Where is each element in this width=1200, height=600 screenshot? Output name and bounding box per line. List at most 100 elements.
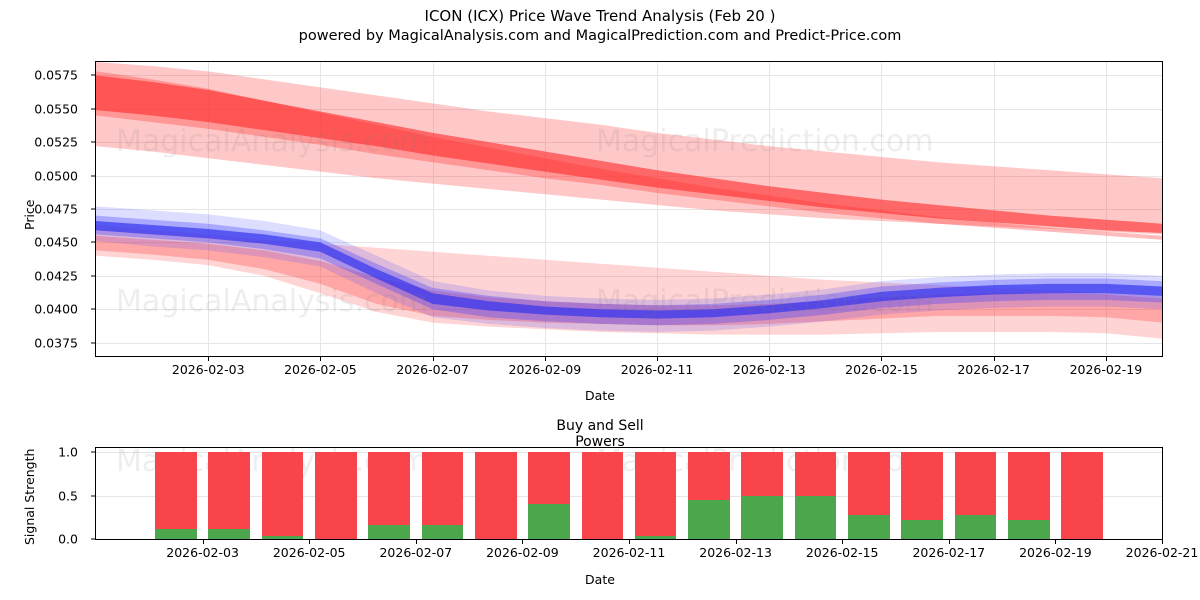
x-tick-label: 2026-02-05 — [272, 545, 346, 560]
y-tick-label: 0.0550 — [34, 101, 78, 117]
x-tick-label: 2026-02-13 — [699, 545, 772, 560]
buy-power-bar — [794, 495, 837, 539]
buy-power-bar — [741, 495, 784, 539]
gridline — [544, 62, 546, 356]
buy-sell-x-axis-title: Date — [585, 572, 615, 587]
sell-power-bar — [901, 452, 943, 520]
x-tick-label: 2026-02-15 — [805, 545, 879, 560]
x-tick-label: 2026-02-15 — [845, 362, 918, 377]
x-tick-label: 2026-02-19 — [1069, 362, 1143, 377]
x-tick-label: 2026-02-13 — [732, 362, 806, 377]
y-tick-label: 0.0 — [58, 531, 78, 547]
sell-power-bar — [368, 452, 410, 526]
x-tick-mark — [735, 540, 737, 544]
sell-power-bar — [261, 452, 304, 536]
sell-power-bar — [634, 452, 677, 536]
buy-power-bar — [208, 529, 251, 539]
y-tick-mark — [91, 342, 95, 344]
buy-power-bar — [954, 514, 997, 539]
x-tick-mark — [1162, 540, 1163, 544]
x-tick-mark — [202, 540, 204, 544]
buy-power-bar — [421, 525, 464, 539]
x-tick-mark — [522, 540, 524, 544]
sell-power-bar — [741, 452, 784, 496]
x-tick-mark — [629, 540, 630, 544]
buy-sell-y-axis-title: Signal Strength — [22, 448, 37, 545]
x-tick-mark — [320, 357, 322, 361]
x-tick-label: 2026-02-09 — [508, 362, 582, 377]
gridline — [96, 309, 1162, 311]
gridline — [96, 108, 1162, 110]
y-tick-mark — [91, 495, 95, 497]
wave-band-red-band-core — [96, 75, 1162, 234]
gridline — [96, 495, 1162, 497]
x-tick-mark — [881, 357, 883, 361]
y-tick-mark — [91, 275, 95, 277]
x-tick-mark — [415, 540, 417, 544]
x-tick-label: 2026-02-03 — [171, 362, 245, 377]
x-tick-label: 2026-02-05 — [284, 362, 357, 377]
buy-sell-title: Buy and Sell Powers — [556, 418, 644, 450]
gridline — [993, 62, 995, 356]
x-tick-mark — [1105, 357, 1107, 361]
gridline — [96, 275, 1162, 277]
price-wave-plot-area: MagicalAnalysis.com MagicalPrediction.com… — [95, 61, 1163, 357]
x-tick-label: 2026-02-09 — [486, 545, 559, 560]
wave-band-red-band-mid — [96, 71, 1162, 240]
sell-power-bar — [954, 452, 997, 515]
y-tick-mark — [91, 538, 95, 540]
x-tick-mark — [208, 357, 210, 361]
x-tick-mark — [544, 357, 546, 361]
sell-power-bar — [474, 452, 517, 539]
buy-power-bar — [261, 535, 304, 539]
sell-power-bar — [1007, 452, 1050, 520]
x-tick-label: 2026-02-11 — [592, 545, 666, 560]
gridline — [657, 62, 659, 356]
wave-band-red-band-outer — [96, 62, 1162, 235]
y-tick-label: 0.0575 — [34, 67, 78, 83]
x-tick-label: 2026-02-19 — [1019, 545, 1092, 560]
title-block: ICON (ICX) Price Wave Trend Analysis (Fe… — [0, 6, 1200, 47]
buy-power-bar — [901, 519, 943, 539]
sell-power-bar — [794, 452, 837, 496]
gridline — [96, 75, 1162, 77]
x-tick-mark — [769, 357, 771, 361]
wave-band-blue-band-outer — [96, 206, 1162, 332]
gridline — [432, 62, 434, 356]
buy-power-bar — [368, 525, 410, 539]
y-tick-mark — [91, 308, 95, 310]
buy-power-bar — [1007, 519, 1050, 539]
x-tick-mark — [948, 540, 950, 544]
gridline — [320, 62, 322, 356]
sell-power-bar — [208, 452, 251, 530]
x-tick-mark — [657, 357, 659, 361]
sell-power-bar — [581, 452, 624, 539]
x-tick-mark — [309, 540, 311, 544]
y-tick-label: 1.0 — [58, 444, 78, 460]
y-tick-mark — [91, 108, 95, 110]
price-x-axis-title: Date — [585, 388, 615, 403]
x-tick-mark — [1055, 540, 1057, 544]
price-y-axis-title: Price — [22, 199, 37, 231]
wave-band-red-lower-band-inner — [96, 235, 1162, 326]
sell-power-bar — [848, 452, 890, 515]
sell-power-bar — [688, 452, 730, 500]
y-tick-mark — [91, 74, 95, 76]
page-title: ICON (ICX) Price Wave Trend Analysis (Fe… — [424, 7, 776, 25]
y-tick-label: 0.5 — [58, 488, 78, 504]
gridline — [769, 62, 771, 356]
y-tick-label: 0.0500 — [34, 168, 78, 184]
y-tick-mark — [91, 141, 95, 143]
page-subtitle: powered by MagicalAnalysis.com and Magic… — [298, 28, 902, 44]
y-tick-mark — [91, 241, 95, 243]
y-tick-mark — [91, 208, 95, 210]
y-tick-mark — [91, 451, 95, 453]
sell-power-bar — [315, 452, 357, 539]
gridline — [1105, 62, 1107, 356]
gridline — [208, 62, 210, 356]
sell-power-bar — [421, 452, 464, 526]
x-tick-label: 2026-02-03 — [166, 545, 239, 560]
gridline — [96, 242, 1162, 244]
buy-power-bar — [155, 529, 197, 539]
